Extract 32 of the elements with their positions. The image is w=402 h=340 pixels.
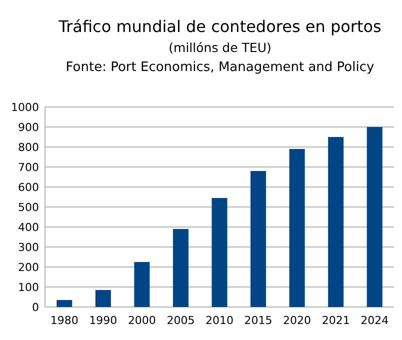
bar	[250, 171, 266, 307]
x-tick-label: 2020	[283, 314, 312, 327]
x-tick-label: 2024	[360, 314, 389, 327]
x-tick-label: 1980	[50, 314, 78, 327]
x-tick-label: 2021	[322, 314, 350, 327]
bar	[56, 300, 72, 307]
y-tick-label: 500	[18, 200, 39, 214]
bar	[134, 262, 150, 307]
y-tick-label: 1000	[11, 100, 39, 114]
chart-title: Tráfico mundial de contedores en portos	[58, 17, 382, 36]
y-tick-label: 100	[18, 280, 39, 294]
x-tick-label: 2005	[166, 314, 195, 327]
x-tick-label: 2000	[128, 314, 156, 327]
source-note: Fonte: Port Economics, Management and Policy	[66, 60, 375, 75]
bar	[366, 127, 382, 307]
chart-subtitle: (millóns de TEU)	[168, 40, 272, 55]
bar	[328, 137, 344, 307]
x-tick-label: 2010	[206, 314, 234, 327]
y-tick-label: 400	[18, 220, 39, 234]
y-tick-label: 200	[18, 260, 39, 274]
bar	[95, 290, 111, 307]
y-tick-label: 800	[18, 140, 39, 154]
bar	[212, 198, 228, 307]
y-tick-label: 600	[18, 180, 39, 194]
x-tick-label: 2015	[244, 314, 272, 327]
y-tick-label: 700	[18, 160, 39, 174]
y-tick-label: 300	[18, 240, 39, 254]
y-tick-label: 0	[32, 300, 39, 314]
x-tick-label: 1990	[89, 314, 118, 327]
y-tick-label: 900	[18, 120, 39, 134]
bar	[289, 149, 305, 307]
bar	[172, 229, 188, 307]
